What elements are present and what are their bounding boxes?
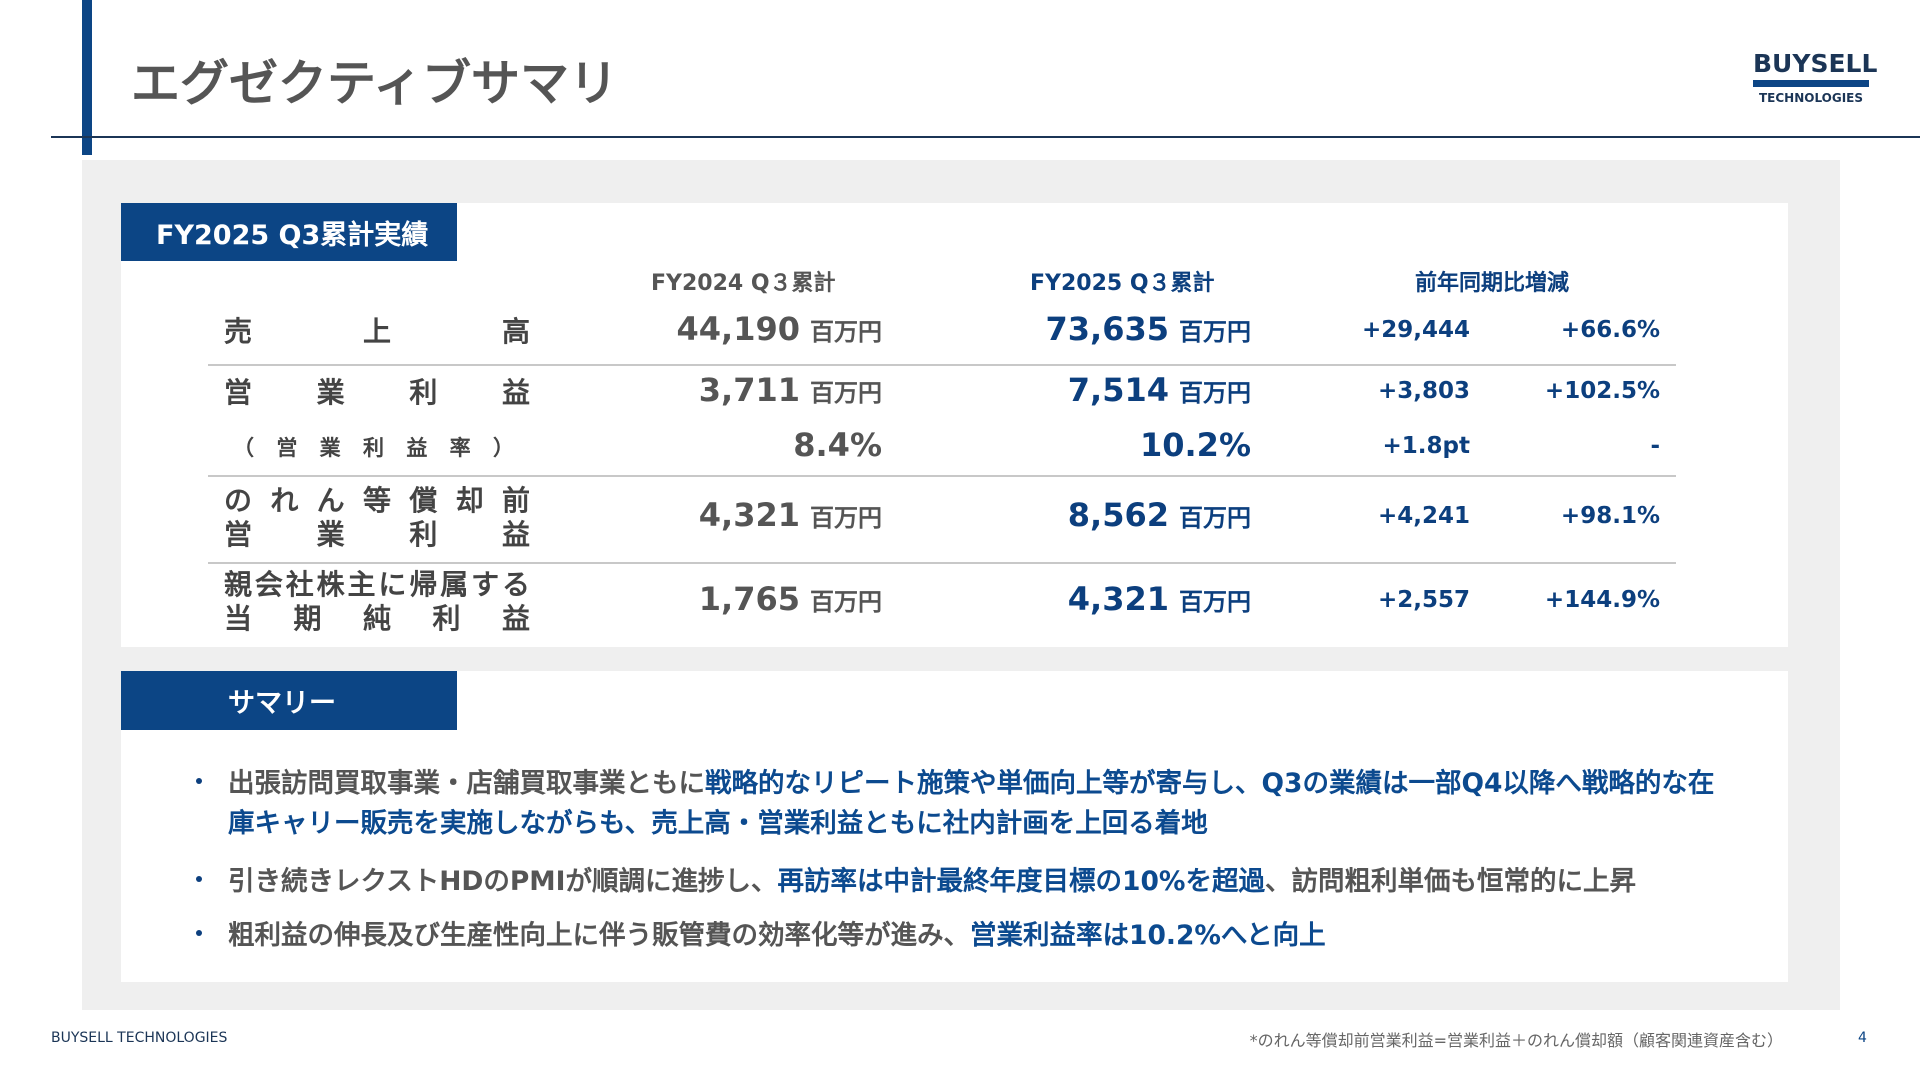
title: エグゼクティブサマリ [131,55,619,112]
logo-word: BUYSELL [1753,49,1878,78]
bullet-text: 出張訪問買取事業・店舗買取事業ともに戦略的なリピート施策や単価向上等が寄与し、Q… [228,764,1718,844]
bullet-segment: 再訪率は中計最終年度目標の10%を超過 [777,866,1265,897]
value-cell: 4,321 百万円 [699,496,882,540]
logo: BUYSELL TECHNOLOGIES [1753,49,1878,105]
change-value: +66.6% [1560,317,1660,343]
bullet-dot [196,778,202,784]
value: 73,635 [1045,310,1169,348]
row-rule [208,475,1676,477]
change-value: +144.9% [1544,587,1660,613]
header-rule [51,136,1920,138]
bullet-dot [196,876,202,882]
value: 1,765 [698,580,800,618]
results-card [121,203,1788,647]
column-header: FY2024 Q３累計 [651,271,836,296]
bullet-segment: 引き続きレクストHDのPMIが順調に進捗し、 [228,866,778,897]
unit: 百万円 [1179,588,1251,616]
row-rule [208,364,1676,366]
row-label: のれん等償却前 [224,484,530,517]
footnote: *のれん等償却前営業利益=営業利益＋のれん償却額（顧客関連資産含む） [1249,1031,1783,1050]
value: 7,514 [1067,371,1169,409]
unit: 百万円 [1179,379,1251,407]
value-cell: 73,635 百万円 [1046,310,1251,354]
change-value: - [1650,433,1660,459]
bullet-dot [196,930,202,936]
unit: 百万円 [810,504,882,532]
value: 4,321 [1067,580,1169,618]
value-cell: 3,711 百万円 [699,371,882,415]
row-label: 営業利益 [224,518,530,551]
bullet-text: 引き続きレクストHDのPMIが順調に進捗し、再訪率は中計最終年度目標の10%を超… [228,862,1718,902]
row-label: 売上高 [224,315,530,348]
bullet-segment: 、訪問粗利単価も恒常的に上昇 [1264,866,1636,897]
bullet-segment: 粗利益の伸長及び生産性向上に伴う販管費の効率化等が進み、 [228,920,970,951]
row-label: 当期純利益 [224,602,530,635]
unit: 百万円 [810,588,882,616]
change-value: +2,557 [1377,587,1470,613]
unit: 百万円 [1179,504,1251,532]
change-value: +29,444 [1361,317,1470,343]
bullet-segment: 出張訪問買取事業・店舗買取事業ともに [228,768,705,799]
change-value: +102.5% [1544,378,1660,404]
value-cell: 10.2% [1140,426,1251,470]
change-value: +1.8pt [1382,433,1470,459]
value: 10.2% [1139,426,1251,464]
bullet-segment: 営業利益率は10.2%へと向上 [970,920,1326,951]
column-header: FY2025 Q３累計 [1030,271,1215,296]
summary-tab: サマリー [121,671,457,730]
bullet-text: 粗利益の伸長及び生産性向上に伴う販管費の効率化等が進み、営業利益率は10.2%へ… [228,916,1718,956]
change-value: +4,241 [1377,503,1470,529]
value-cell: 44,190 百万円 [677,310,882,354]
value: 8.4% [793,426,882,464]
column-header: 前年同期比増減 [1415,271,1570,296]
value-cell: 8.4% [793,426,882,470]
row-label: 親会社株主に帰属する [224,568,530,601]
logo-sub: TECHNOLOGIES [1758,91,1864,105]
results-tab: FY2025 Q3累計実績 [121,203,457,261]
bullet-segment: 戦略的なリピート施策や単価向上等が寄与し、Q3の業績は一部Q4以降へ戦略的な在庫… [228,768,1715,839]
value-cell: 4,321 百万円 [1068,580,1251,624]
value: 8,562 [1067,496,1169,534]
row-label: （営業利益率） [233,436,514,460]
value: 44,190 [676,310,800,348]
accent-bar [82,0,92,155]
value-cell: 8,562 百万円 [1068,496,1251,540]
footer-brand: BUYSELL TECHNOLOGIES [51,1030,228,1046]
value: 3,711 [698,371,800,409]
row-label: 営業利益 [224,376,530,409]
value-cell: 1,765 百万円 [699,580,882,624]
change-value: +98.1% [1560,503,1660,529]
unit: 百万円 [810,379,882,407]
unit: 百万円 [810,318,882,346]
value-cell: 7,514 百万円 [1068,371,1251,415]
value: 4,321 [698,496,800,534]
unit: 百万円 [1179,318,1251,346]
change-value: +3,803 [1377,378,1470,404]
logo-bar [1753,80,1869,87]
row-rule [208,562,1676,564]
page-number: 4 [1858,1030,1867,1046]
